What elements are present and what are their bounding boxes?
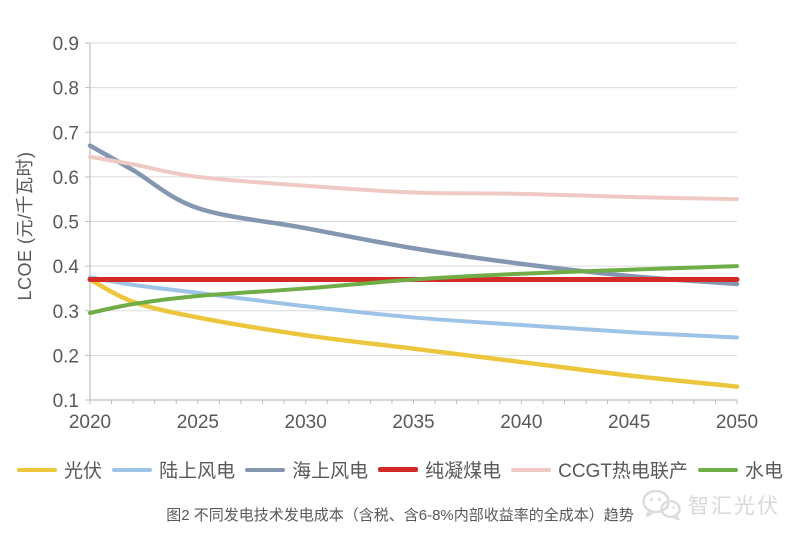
legend-label-hydro: 水电: [744, 461, 783, 482]
line-solar-pv: [87, 277, 740, 389]
y-tick-label: 0.1: [53, 391, 79, 412]
y-tick-label: 0.4: [53, 257, 80, 278]
legend-swatch-solar-pv: [17, 467, 58, 472]
legend-item-offshore-wind: 海上风电: [245, 456, 368, 483]
legend-swatch-ccgt-chp: [511, 467, 552, 472]
legend-label-ccgt-chp: CCGT热电联产: [558, 461, 688, 482]
wechat-icon: [642, 489, 681, 521]
x-tick-label: 2030: [285, 412, 327, 433]
x-tick-label: 2020: [69, 412, 111, 433]
figure-caption: 图2 不同发电技术发电成本（含税、含6-8%内部收益率的全成本）趋势: [166, 507, 634, 524]
x-tick-label: 2035: [392, 412, 434, 433]
y-tick-label: 0.9: [53, 34, 79, 55]
lcoe-line-chart: 0.1 0.2 0.3 0.4 0.5 0.6 0.7 0.8 0.9 2020 2025 2030 2…: [53, 34, 759, 433]
x-tick-label: 2025: [177, 412, 219, 433]
watermark: 智汇光伏: [640, 488, 780, 522]
y-tick-label: 0.7: [53, 123, 79, 144]
legend-swatch-coal-condensing: [378, 467, 419, 472]
x-tick-label: 2045: [608, 412, 650, 433]
line-ccgt-chp: [88, 154, 739, 202]
legend-label-coal-condensing: 纯凝煤电: [425, 461, 502, 482]
y-tick-label: 0.6: [53, 168, 79, 189]
chart-legend: 光伏 陆上风电 海上风电 纯凝煤电 CCGT热电联产 水电: [0, 456, 800, 483]
legend-label-offshore-wind: 海上风电: [292, 461, 369, 482]
x-tick-label: 2050: [716, 412, 758, 433]
line-hydro: [88, 264, 739, 315]
y-tick-label: 0.2: [53, 346, 79, 367]
legend-item-ccgt-chp: CCGT热电联产: [511, 456, 688, 483]
legend-label-solar-pv: 光伏: [64, 461, 103, 482]
line-onshore-wind: [88, 275, 739, 340]
y-axis-title: LCOE (元/千瓦时): [15, 151, 35, 301]
legend-item-coal-condensing: 纯凝煤电: [378, 456, 501, 483]
y-tick-label: 0.5: [53, 213, 79, 234]
watermark-text: 智汇光伏: [688, 495, 780, 518]
line-offshore-wind: [87, 143, 740, 287]
legend-label-onshore-wind: 陆上风电: [159, 461, 236, 482]
y-tick-label: 0.3: [53, 302, 79, 323]
legend-swatch-onshore-wind: [112, 467, 153, 472]
legend-item-solar-pv: 光伏: [17, 456, 102, 483]
legend-item-onshore-wind: 陆上风电: [112, 456, 235, 483]
x-tick-label: 2040: [500, 412, 542, 433]
y-tick-label: 0.8: [53, 79, 79, 100]
legend-swatch-hydro: [697, 467, 738, 472]
legend-item-hydro: 水电: [697, 456, 783, 483]
legend-swatch-offshore-wind: [245, 467, 286, 472]
